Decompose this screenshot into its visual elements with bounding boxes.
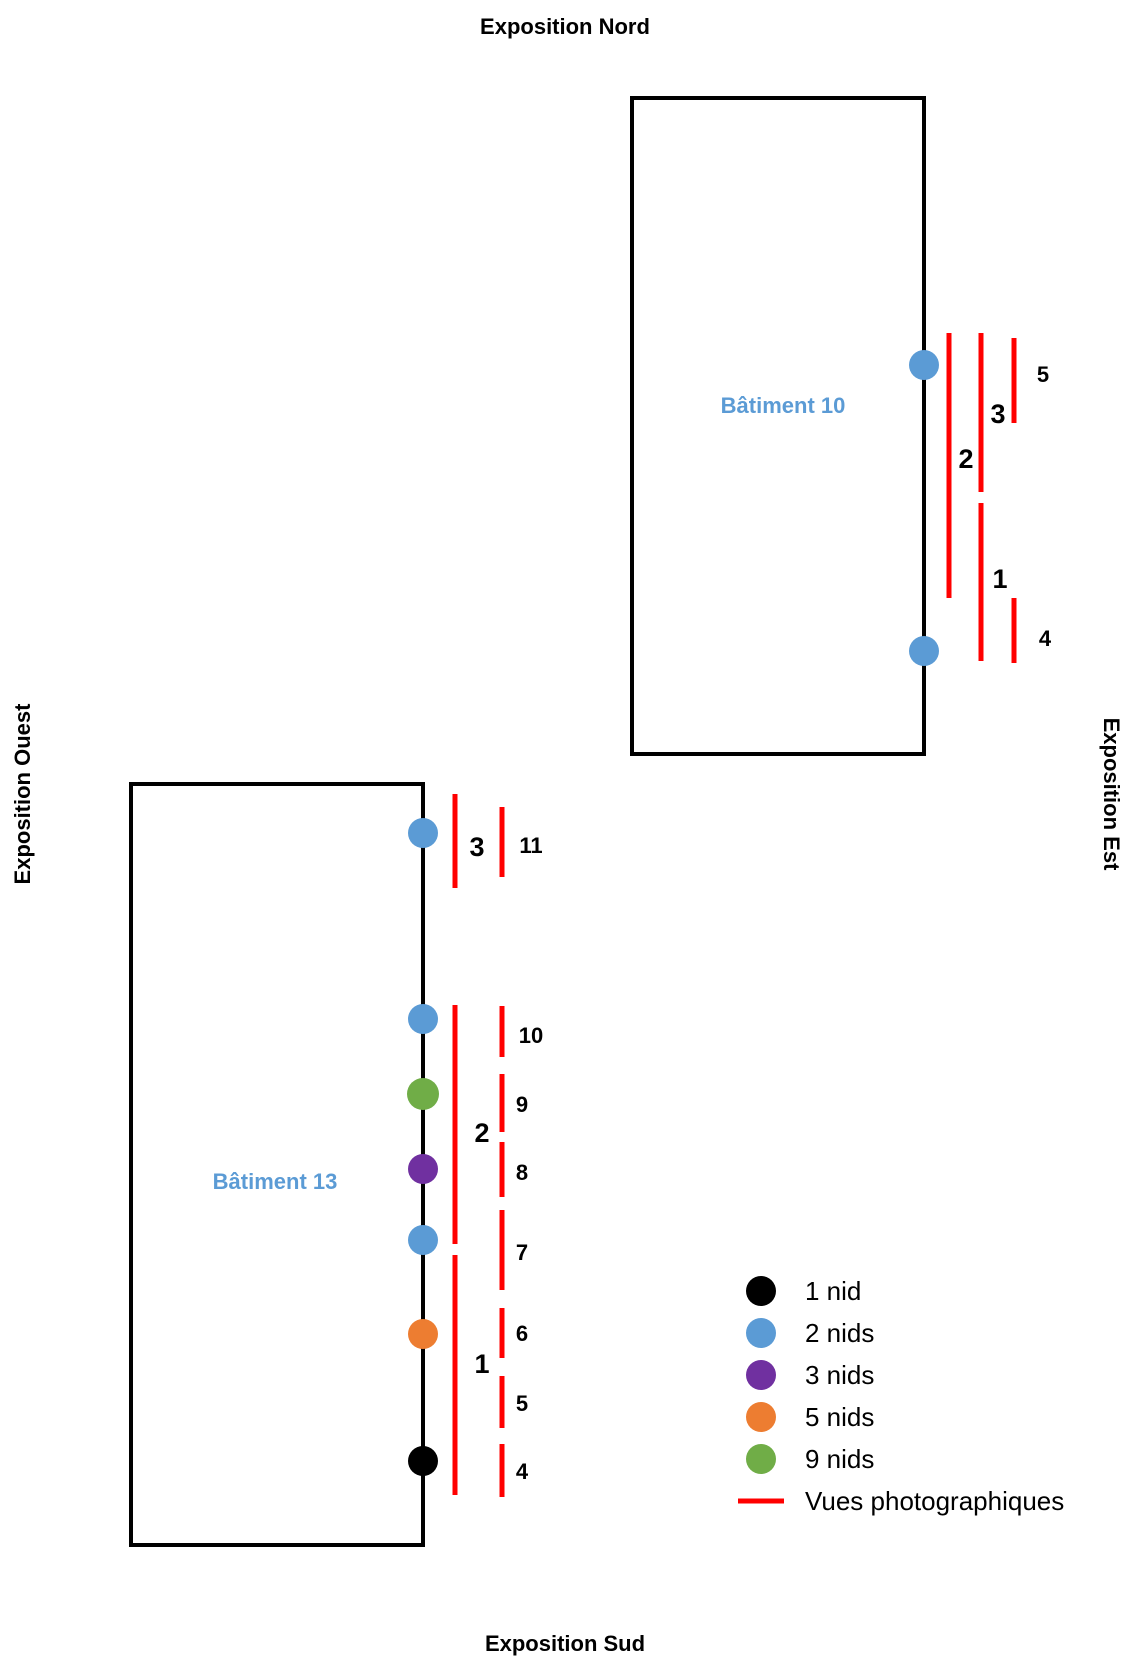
west-label: Exposition Ouest	[10, 703, 35, 885]
legend-label: 1 nid	[805, 1276, 861, 1306]
nest-marker	[407, 1078, 439, 1110]
nest-marker	[408, 1154, 438, 1184]
building-13: Bâtiment 13 3 2 1 11 10 9 8 7	[129, 782, 543, 1547]
view-number: 1	[474, 1349, 489, 1379]
view-number: 8	[516, 1160, 528, 1185]
building-13-views	[452, 794, 505, 1497]
view-number: 7	[516, 1240, 528, 1265]
view-number: 2	[474, 1118, 489, 1148]
view-number: 4	[1039, 626, 1052, 651]
building-10-name: Bâtiment 10	[721, 393, 846, 418]
nest-marker	[408, 1319, 438, 1349]
view-number: 6	[516, 1321, 528, 1346]
legend: 1 nid 2 nids 3 nids 5 nids 9 nids Vues p…	[738, 1276, 1064, 1516]
view-number: 5	[1037, 362, 1049, 387]
legend-label: 3 nids	[805, 1360, 874, 1390]
legend-label: 5 nids	[805, 1402, 874, 1432]
building-10-outline	[630, 96, 926, 756]
legend-marker	[746, 1318, 776, 1348]
legend-label: 9 nids	[805, 1444, 874, 1474]
view-number: 1	[992, 564, 1007, 594]
nest-marker	[408, 1446, 438, 1476]
building-13-name: Bâtiment 13	[213, 1169, 338, 1194]
nest-marker	[408, 1004, 438, 1034]
view-number: 3	[990, 399, 1005, 429]
nest-marker	[909, 350, 939, 380]
building-10-views	[946, 333, 1017, 663]
nest-marker	[909, 636, 939, 666]
legend-marker	[746, 1276, 776, 1306]
legend-label: 2 nids	[805, 1318, 874, 1348]
view-number: 5	[516, 1391, 528, 1416]
view-number: 10	[519, 1023, 543, 1048]
north-label: Exposition Nord	[480, 14, 650, 39]
view-number: 4	[516, 1459, 529, 1484]
legend-marker	[746, 1402, 776, 1432]
building-10: Bâtiment 10 2 3 1 5 4	[630, 96, 1052, 756]
building-13-outline	[129, 782, 425, 1547]
south-label: Exposition Sud	[485, 1631, 645, 1656]
legend-line-label: Vues photographiques	[805, 1486, 1064, 1516]
nest-marker	[408, 1225, 438, 1255]
view-number: 2	[958, 444, 973, 474]
nest-marker	[408, 818, 438, 848]
view-number: 9	[516, 1092, 528, 1117]
view-number: 11	[519, 833, 542, 858]
view-number: 3	[469, 832, 484, 862]
east-label: Exposition Est	[1099, 718, 1124, 871]
legend-marker	[746, 1360, 776, 1390]
legend-marker	[746, 1444, 776, 1474]
